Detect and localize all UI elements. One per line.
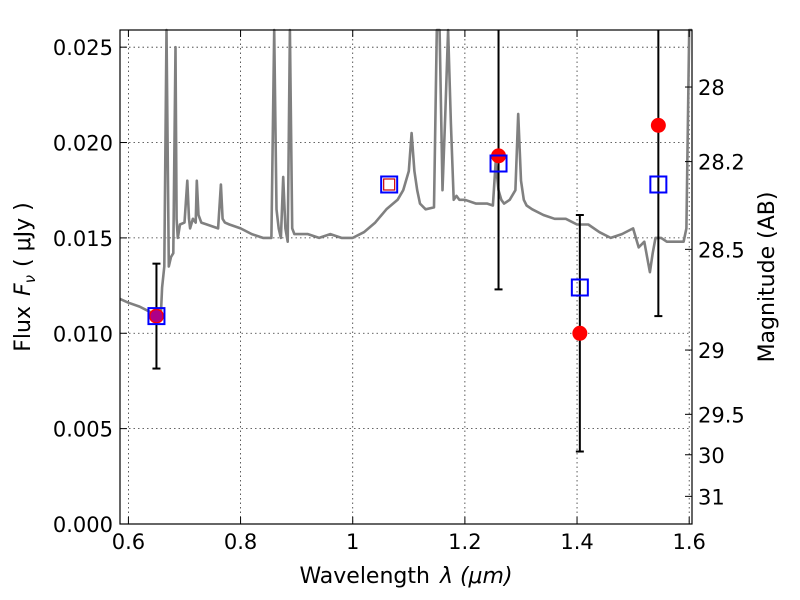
right-tick-label-4: 29.5 [698, 403, 745, 427]
right-tick-label-3: 29 [698, 339, 725, 363]
y-axis-title: FluxFν( μJy ) [11, 202, 39, 351]
right-tick-label-1: 28.2 [698, 151, 745, 175]
observed-point-2 [572, 325, 588, 341]
x-tick-label-4: 1.4 [560, 530, 593, 554]
y-tick-label-1: 0.005 [53, 418, 113, 442]
right-axis-title: Magnitude (AB) [755, 192, 780, 363]
model-point-3 [570, 278, 589, 297]
x-tick-label-3: 1.2 [448, 530, 481, 554]
model-point-2 [489, 154, 508, 173]
x-tick-label-1: 0.8 [224, 530, 257, 554]
grid [120, 30, 692, 525]
y-tick-label-3: 0.015 [53, 227, 113, 251]
y-tick-label-2: 0.010 [53, 322, 113, 346]
right-tick-label-5: 30 [698, 444, 725, 468]
spectrum-layer [119, 28, 692, 320]
ticks-layer: 0.6 0.8 1 1.2 1.4 1.6 0.000 0.005 0.010 0.015 0.02… [53, 30, 745, 554]
overlay-marker [383, 178, 396, 191]
errorbar-layer [152, 30, 663, 453]
y-tick-label-5: 0.025 [53, 36, 113, 60]
right-tick-label-0: 28 [698, 76, 725, 100]
y-tick-label-0: 0.000 [53, 513, 113, 537]
spectrum-line [119, 28, 692, 320]
points-layer [147, 117, 668, 341]
x-tick-label-0: 0.6 [112, 530, 145, 554]
model-point-0 [147, 307, 166, 326]
blended-point [150, 310, 163, 323]
x-tick-label-2: 1 [346, 530, 359, 554]
plot-frame [119, 29, 693, 525]
right-tick-label-2: 28.5 [698, 238, 745, 262]
observed-point-3 [650, 117, 666, 133]
x-tick-label-5: 1.6 [672, 530, 705, 554]
model-point-4 [649, 175, 668, 194]
right-tick-label-6: 31 [698, 485, 725, 509]
y-tick-label-4: 0.020 [53, 132, 113, 156]
model-point-1 [380, 175, 399, 194]
x-axis-title: Wavelength λ (μm) [299, 564, 512, 589]
